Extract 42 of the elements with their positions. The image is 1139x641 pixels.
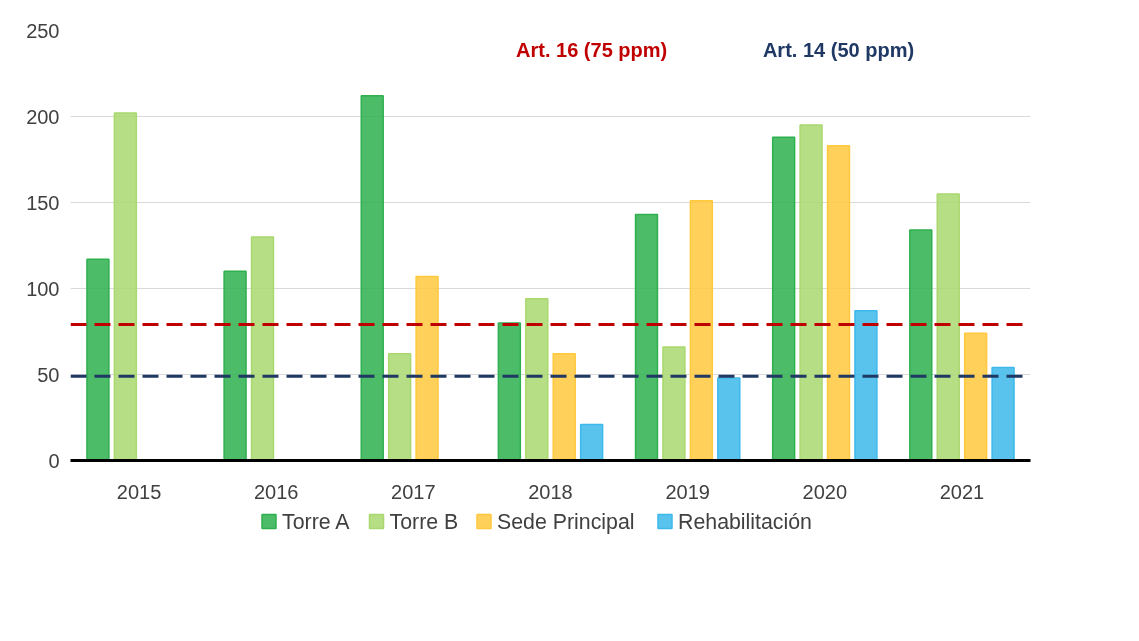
bar [717, 377, 741, 461]
y-tick-label: 200 [26, 105, 60, 128]
x-tick-label: 2020 [802, 480, 848, 503]
bar [497, 322, 522, 461]
bar [963, 332, 988, 461]
ref-line-label: Art. 14 (50 ppm) [762, 38, 915, 61]
bar [799, 124, 823, 461]
bar [634, 213, 659, 461]
bar [579, 423, 604, 461]
bar [552, 353, 576, 461]
bar [826, 144, 851, 461]
x-tick-label: 2016 [253, 480, 299, 503]
bar [689, 200, 714, 461]
bar [854, 310, 878, 461]
legend-label: Torre A [282, 509, 351, 534]
bar [771, 136, 796, 461]
x-tick-label: 2017 [391, 480, 436, 503]
ref-line-label: Art. 16 (75 ppm) [516, 38, 668, 61]
y-tick-label: 0 [48, 449, 60, 472]
y-tick-label: 100 [26, 277, 60, 300]
bar [223, 270, 247, 461]
bar [415, 275, 439, 461]
bar [991, 366, 1015, 461]
bar [387, 353, 412, 461]
y-tick-label: 150 [26, 191, 60, 214]
bar [525, 298, 549, 461]
bar [360, 95, 384, 461]
bar [909, 229, 933, 461]
bar [662, 346, 686, 461]
x-tick-label: 2021 [939, 480, 985, 503]
bar [113, 112, 138, 461]
x-tick-label: 2015 [116, 480, 162, 503]
legend-label: Sede Principal [497, 509, 635, 534]
legend-label: Torre B [389, 509, 459, 534]
x-tick-label: 2018 [528, 480, 573, 503]
bar [936, 193, 960, 461]
legend-label: Rehabilitación [678, 509, 812, 534]
bar [86, 258, 110, 461]
y-tick-label: 50 [37, 363, 60, 386]
x-tick-label: 2019 [665, 480, 710, 503]
bar [250, 236, 275, 461]
y-tick-label: 250 [26, 19, 60, 42]
